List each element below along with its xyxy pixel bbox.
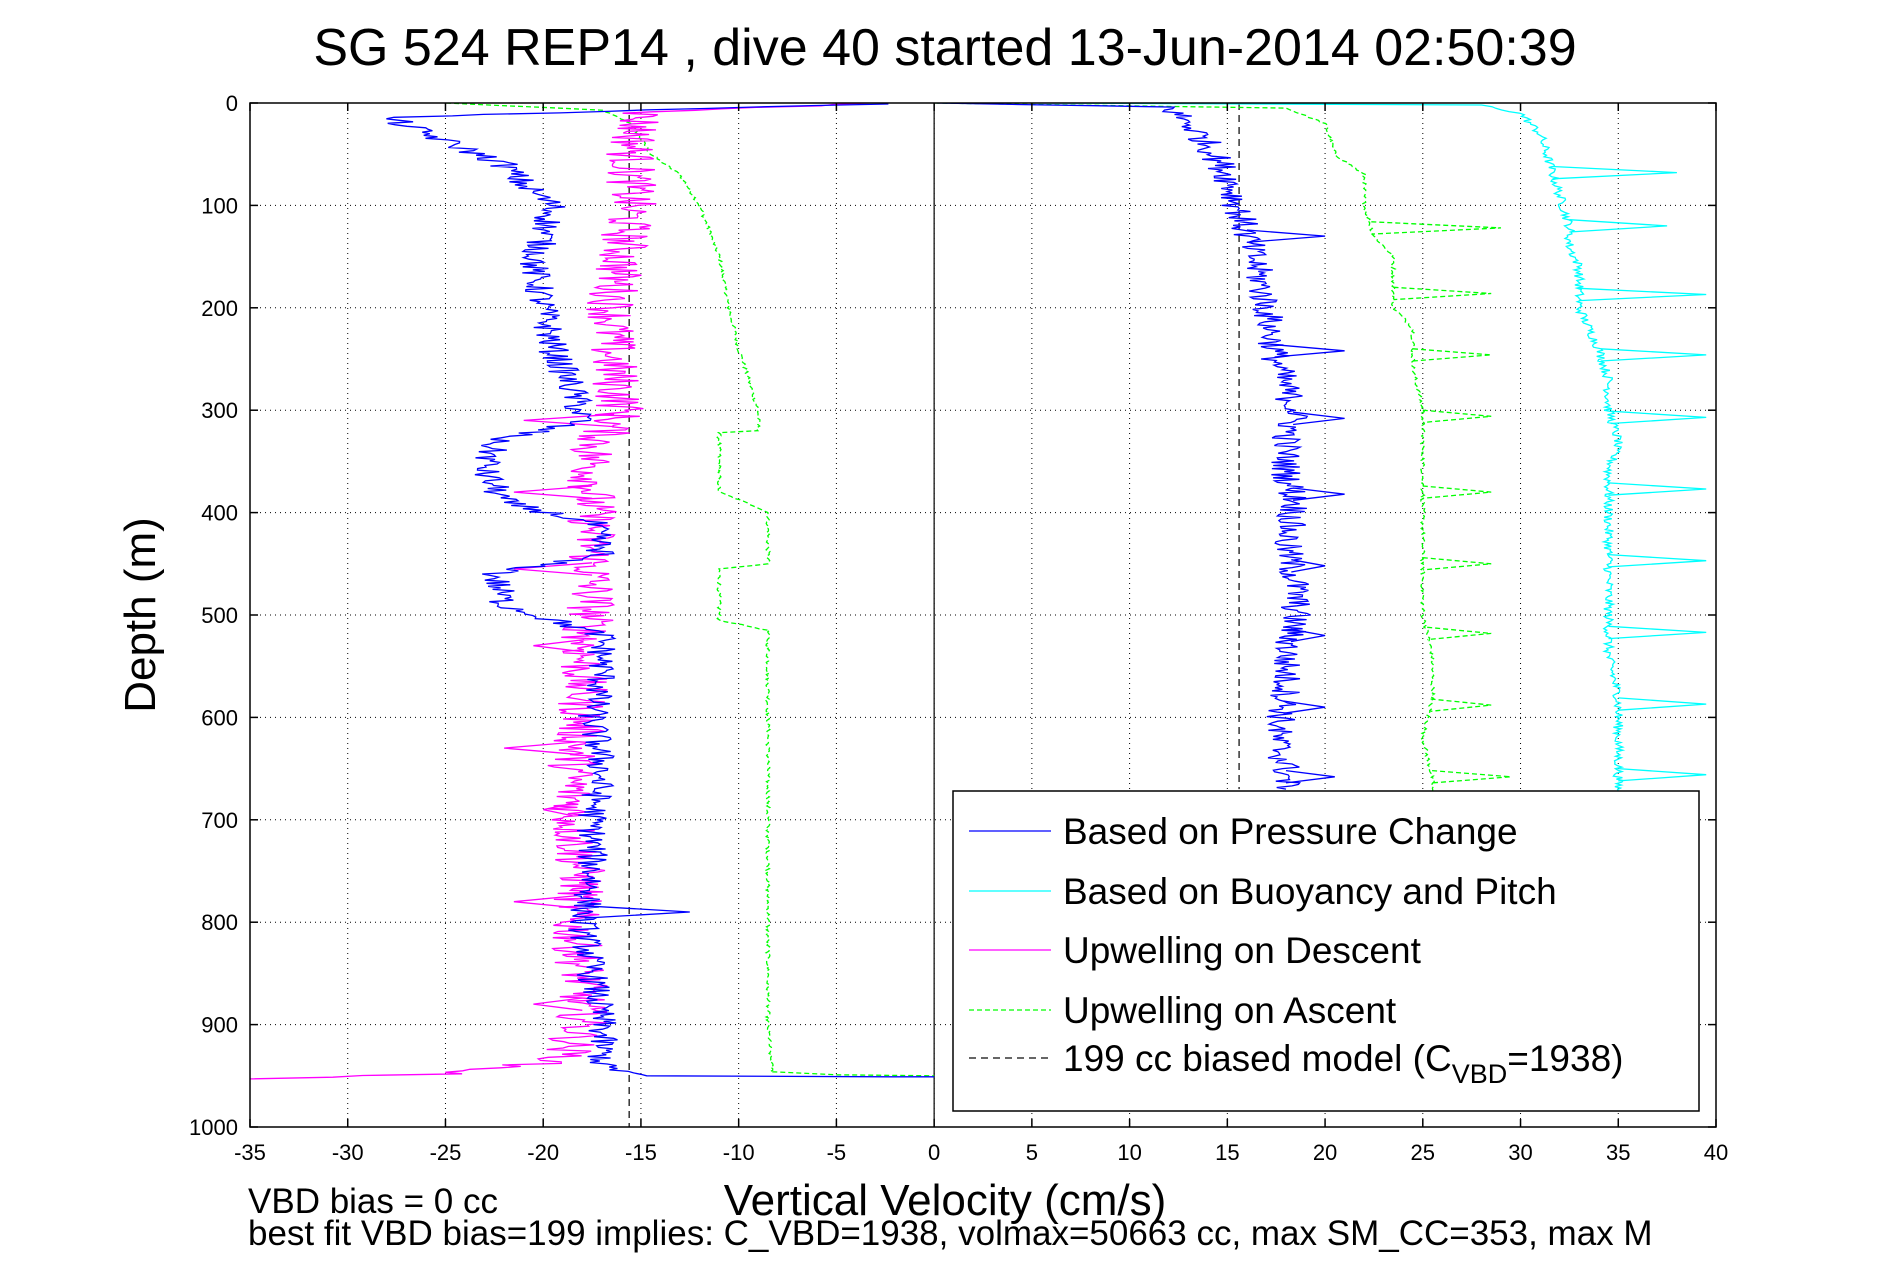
x-tick-label: -15 xyxy=(625,1140,657,1165)
x-tick-label: -25 xyxy=(430,1140,462,1165)
x-axis-label: Vertical Velocity (cm/s) xyxy=(724,1176,1167,1225)
legend: Based on Pressure Change Based on Buoyanc… xyxy=(952,790,1700,1112)
series-spike-based-on-buoyancy-and-pitch xyxy=(1600,348,1707,362)
footer-line-1: VBD bias = 0 cc xyxy=(248,1182,498,1221)
axis-ticks: -35 -30 -25 -20 -15 -10 -5 0 5 10 15 20 25 30 35 400100… xyxy=(189,91,1728,1165)
series-spike-upwelling-on-ascent xyxy=(1430,698,1492,712)
x-tick-label: 35 xyxy=(1606,1140,1630,1165)
series-spike-based-on-buoyancy-and-pitch xyxy=(1552,165,1677,180)
series-spike-based-on-pressure-change xyxy=(584,905,690,919)
series-spike-based-on-buoyancy-and-pitch xyxy=(1610,410,1707,425)
legend-label: Based on Pressure Change xyxy=(1063,811,1518,852)
y-tick-label: 1000 xyxy=(189,1115,238,1140)
series-spike-based-on-pressure-change xyxy=(1291,559,1326,573)
grid-lines xyxy=(250,103,1716,1127)
y-tick-label: 0 xyxy=(226,91,238,116)
series-spike-upwelling-on-ascent xyxy=(1422,557,1492,571)
series-line-based-on-buoyancy-and-pitch xyxy=(1035,103,1626,792)
series-spike-upwelling-on-descent xyxy=(533,638,585,653)
series-spike-based-on-pressure-change xyxy=(1293,487,1345,501)
series-line-upwelling-on-descent xyxy=(250,103,869,1080)
series-spike-based-on-buoyancy-and-pitch xyxy=(1569,219,1668,233)
y-tick-label: 600 xyxy=(201,705,238,730)
series-spike-based-on-buoyancy-and-pitch xyxy=(1618,767,1707,782)
series-spike-based-on-buoyancy-and-pitch xyxy=(1608,625,1707,640)
legend-label: Based on Buoyancy and Pitch xyxy=(1063,871,1557,912)
x-tick-label: 10 xyxy=(1117,1140,1141,1165)
series-spike-upwelling-on-descent xyxy=(513,485,593,499)
series-spike-upwelling-on-descent xyxy=(513,562,593,576)
x-tick-label: 0 xyxy=(928,1140,940,1165)
y-tick-label: 300 xyxy=(201,398,238,423)
y-tick-label: 800 xyxy=(201,910,238,935)
x-tick-label: 15 xyxy=(1215,1140,1239,1165)
series-spike-upwelling-on-ascent xyxy=(1412,348,1492,362)
series-layer xyxy=(250,103,1707,1127)
y-tick-label: 500 xyxy=(201,603,238,628)
series-spike-based-on-pressure-change xyxy=(1290,628,1326,643)
series-spike-based-on-pressure-change xyxy=(1285,769,1335,784)
series-line-upwelling-on-ascent xyxy=(934,103,1436,792)
figure-title: SG 524 REP14 , dive 40 started 13-Jun-20… xyxy=(313,19,1576,77)
x-tick-label: 20 xyxy=(1313,1140,1337,1165)
series-spike-based-on-pressure-change xyxy=(1293,411,1345,426)
y-tick-label: 400 xyxy=(201,501,238,526)
series-spike-upwelling-on-descent xyxy=(523,413,615,428)
series-spike-based-on-buoyancy-and-pitch xyxy=(1579,287,1707,302)
legend-label: 199 cc biased model (CVBD=1938) xyxy=(1063,1038,1623,1089)
series-spike-upwelling-on-descent xyxy=(513,894,578,909)
series-spike-based-on-buoyancy-and-pitch xyxy=(1618,697,1707,711)
series-spike-upwelling-on-ascent xyxy=(1422,409,1492,424)
series-spike-upwelling-on-descent xyxy=(533,997,583,1011)
footer-line-2: best fit VBD bias=199 implies: C_VBD=193… xyxy=(248,1214,1653,1253)
series-spike-upwelling-on-ascent xyxy=(1422,485,1492,499)
series-spike-upwelling-on-ascent xyxy=(1427,626,1492,641)
legend-box xyxy=(952,790,1700,1112)
y-axis-label: Depth (m) xyxy=(116,517,165,713)
series-spike-upwelling-on-ascent xyxy=(1393,286,1492,301)
series-spike-upwelling-on-ascent xyxy=(1432,769,1511,784)
series-spike-based-on-pressure-change xyxy=(1246,229,1326,243)
y-tick-label: 900 xyxy=(201,1013,238,1038)
x-tick-label: -30 xyxy=(332,1140,364,1165)
y-tick-label: 100 xyxy=(201,193,238,218)
series-spike-based-on-pressure-change xyxy=(1274,344,1345,358)
legend-label: Upwelling on Descent xyxy=(1063,930,1422,971)
y-tick-label: 700 xyxy=(201,808,238,833)
series-line-upwelling-on-ascent xyxy=(446,103,935,1077)
series-spike-upwelling-on-descent xyxy=(543,802,573,817)
x-tick-label: -20 xyxy=(527,1140,559,1165)
series-spike-based-on-pressure-change xyxy=(1283,700,1326,714)
legend-label: Upwelling on Ascent xyxy=(1063,990,1397,1031)
series-spike-based-on-buoyancy-and-pitch xyxy=(1608,482,1707,496)
x-tick-label: 40 xyxy=(1704,1140,1728,1165)
series-line-based-on-pressure-change xyxy=(386,103,935,1078)
series-spike-upwelling-on-descent xyxy=(504,741,577,755)
series-line-based-on-pressure-change xyxy=(936,103,1311,790)
series-spike-upwelling-on-ascent xyxy=(1371,221,1502,235)
x-tick-label: 30 xyxy=(1508,1140,1532,1165)
series-spike-based-on-buoyancy-and-pitch xyxy=(1608,553,1707,568)
x-tick-label: -35 xyxy=(234,1140,266,1165)
x-tick-label: 25 xyxy=(1411,1140,1435,1165)
x-tick-label: -10 xyxy=(723,1140,755,1165)
x-tick-label: 5 xyxy=(1026,1140,1038,1165)
y-tick-label: 200 xyxy=(201,296,238,321)
x-tick-label: -5 xyxy=(827,1140,847,1165)
